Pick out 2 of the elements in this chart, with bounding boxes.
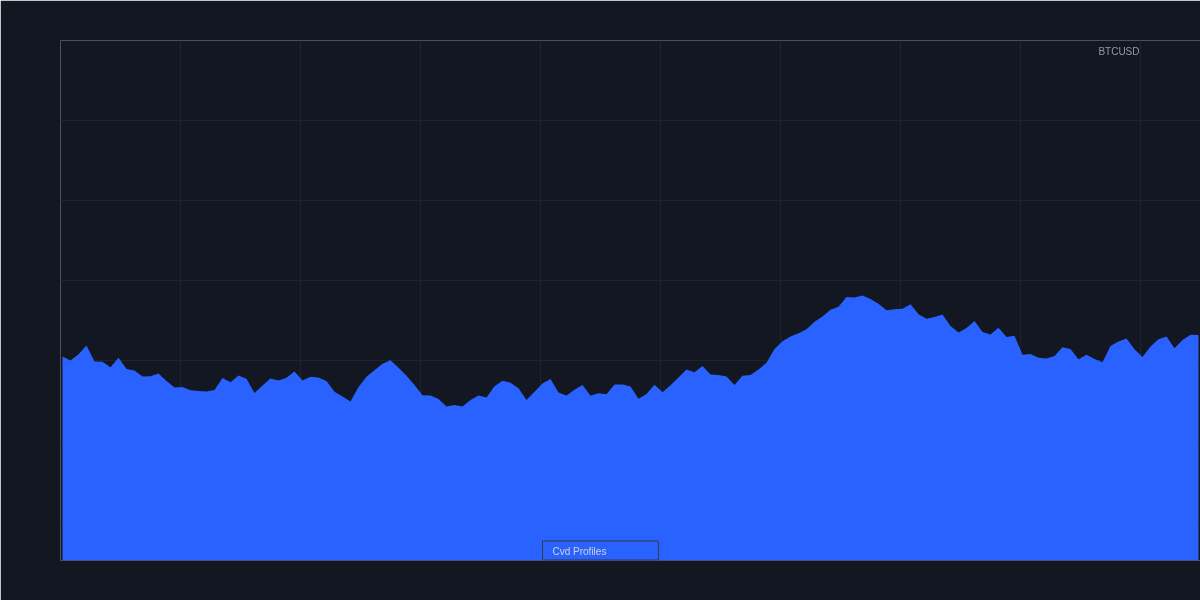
chart-title: BTCUSD: [1098, 46, 1140, 57]
annotation: Cvd Profiles: [552, 546, 607, 557]
